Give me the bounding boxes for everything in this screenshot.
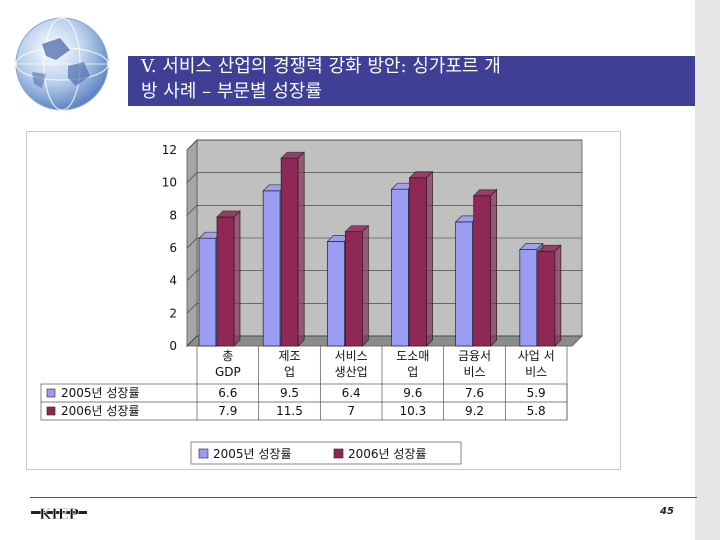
gridline — [186, 335, 582, 347]
table-series-key — [46, 406, 56, 416]
page-title: V. 서비스 산업의 경쟁력 강화 방안: 싱가포르 개 방 사례 – 부문별 … — [141, 54, 671, 104]
gridline — [186, 270, 582, 281]
y-tick-label: 4 — [169, 274, 177, 288]
category-label: 사업 서 — [518, 349, 555, 363]
right-margin-band — [695, 0, 720, 540]
legend-label: 2006년 성장률 — [348, 447, 427, 461]
category-label: 생산업 — [335, 365, 368, 379]
table-series-key — [46, 388, 56, 398]
bar-2006-1-front — [280, 157, 299, 347]
bar-2005-2-front — [326, 241, 345, 347]
bar-2006-4-front — [473, 195, 492, 347]
data-value-label: 5.9 — [527, 386, 546, 400]
y-tick-label: 12 — [162, 143, 177, 157]
data-value-label: 7 — [347, 404, 355, 418]
data-value-label: 7.9 — [218, 404, 237, 418]
footer-divider — [30, 497, 697, 498]
legend-key — [198, 448, 209, 459]
y-tick-label: 2 — [169, 306, 177, 320]
bar-2006-0-side — [233, 210, 241, 347]
bar-2006-4-side — [490, 188, 498, 347]
bar-2005-0-front — [198, 237, 217, 347]
gridline — [186, 205, 582, 216]
category-label: 비스 — [463, 365, 485, 379]
title-bar — [128, 56, 695, 106]
legend-label: 2005년 성장률 — [213, 447, 292, 461]
bar-2006-5-side — [554, 244, 562, 347]
category-label: 도소매 — [396, 349, 429, 363]
bar-2006-5-front — [537, 250, 556, 347]
category-label: 비스 — [525, 365, 547, 379]
bar-2006-2-front — [344, 231, 363, 347]
bar-2005-5-front — [519, 249, 538, 347]
bar-2005-1-front — [262, 190, 281, 347]
legend-key — [333, 448, 344, 459]
title-line-1: V. 서비스 산업의 경쟁력 강화 방안: 싱가포르 개 — [141, 56, 501, 77]
bar-2005-4-front — [455, 221, 474, 347]
y-tick-label: 10 — [162, 176, 177, 190]
data-value-label: 9.2 — [465, 404, 484, 418]
legend-box — [190, 441, 462, 465]
title-line-2: 방 사례 – 부문별 성장률 — [141, 81, 322, 102]
gridline — [186, 139, 582, 151]
data-value-label: 9.6 — [403, 386, 422, 400]
category-label: 총 — [222, 349, 233, 363]
category-label: 금융서 — [458, 349, 491, 363]
category-label: GDP — [215, 365, 241, 379]
y-tick-label: 6 — [169, 241, 177, 255]
data-value-label: 7.6 — [465, 386, 484, 400]
data-value-label: 6.4 — [342, 386, 361, 400]
y-tick-label: 0 — [169, 339, 177, 353]
category-label: 서비스 — [335, 349, 368, 363]
page-number: 45 — [660, 506, 674, 517]
globe-logo-icon — [15, 17, 109, 111]
y-tick-label: 8 — [169, 208, 177, 222]
data-value-label: 9.5 — [280, 386, 299, 400]
table-series-name: 2006년 성장률 — [61, 404, 140, 418]
bar-2006-2-side — [361, 224, 369, 347]
bar-2006-1-side — [297, 151, 305, 347]
kiep-logo: KIEP — [31, 507, 87, 523]
data-value-label: 10.3 — [399, 404, 426, 418]
data-value-label: 5.8 — [527, 404, 546, 418]
data-value-label: 6.6 — [218, 386, 237, 400]
bar-2006-3-front — [409, 177, 427, 347]
data-value-label: 11.5 — [276, 404, 303, 418]
logo-text: KIEP — [39, 507, 79, 523]
category-label: 업 — [407, 365, 418, 379]
bar-2005-3-front — [391, 188, 409, 347]
gridline — [186, 172, 582, 183]
category-label: 제조 — [278, 349, 300, 363]
category-label: 업 — [284, 365, 295, 379]
bar-2006-3-side — [426, 170, 433, 347]
table-series-name: 2005년 성장률 — [61, 386, 140, 400]
gridline — [186, 237, 582, 249]
gridline — [186, 303, 582, 314]
bar-2006-0-front — [216, 216, 235, 347]
